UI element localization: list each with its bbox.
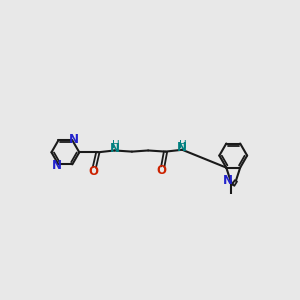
Text: N: N [223, 174, 233, 187]
Text: N: N [68, 133, 79, 146]
Text: N: N [110, 142, 120, 154]
Text: O: O [157, 164, 166, 177]
Text: N: N [52, 159, 62, 172]
Text: H: H [179, 140, 187, 150]
Text: O: O [88, 165, 98, 178]
Text: H: H [112, 140, 120, 150]
Text: N: N [177, 141, 187, 154]
